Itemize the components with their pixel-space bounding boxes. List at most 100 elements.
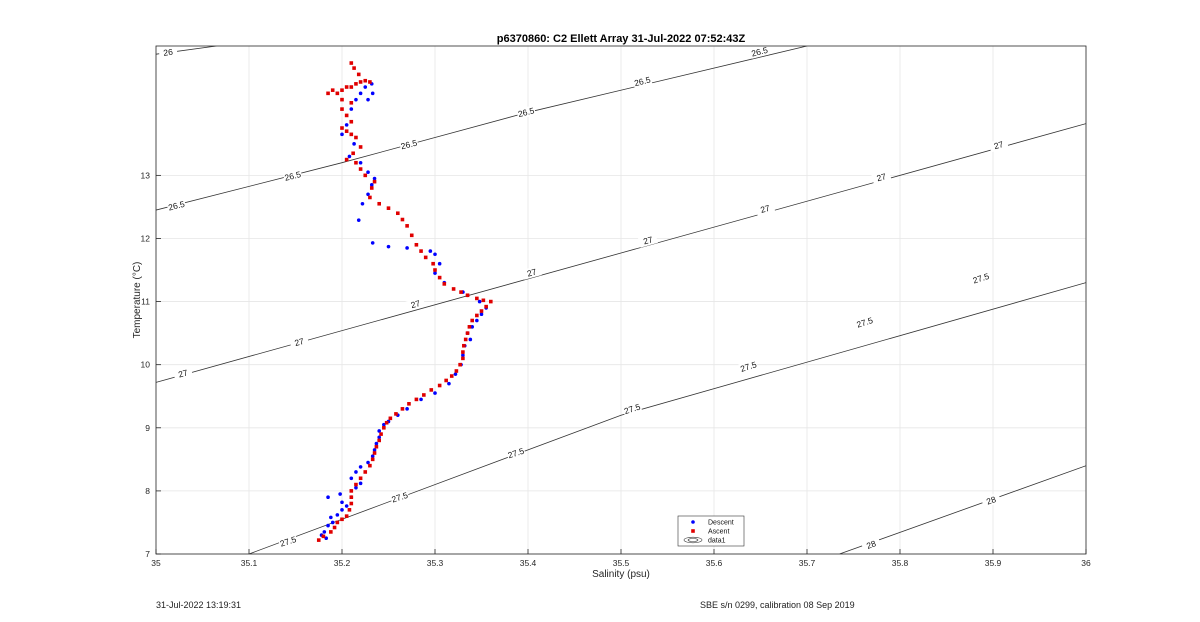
descent-point: [363, 85, 368, 89]
descent-point: [358, 465, 363, 469]
contour-label: 27.5: [390, 490, 409, 505]
ascent-point: [396, 211, 400, 216]
descent-point: [447, 381, 451, 386]
descent-point: [374, 441, 379, 446]
descent-point: [386, 244, 391, 249]
descent-point: [340, 132, 344, 137]
contour-label: 27.5: [739, 359, 758, 374]
descent-point: [405, 407, 409, 411]
descent-point: [354, 485, 358, 490]
descent-point: [468, 337, 473, 342]
contour-label: 28: [985, 494, 998, 507]
ascent-point: [461, 350, 465, 354]
ascent-point: [388, 416, 393, 421]
x-tick-label: 35.4: [520, 558, 537, 568]
y-tick-label: 11: [141, 297, 150, 307]
ascent-point: [332, 525, 337, 530]
ascent-point: [358, 145, 363, 149]
descent-point: [335, 513, 340, 517]
x-axis-label: Salinity (psu): [592, 569, 650, 580]
contour-label-bg: [516, 105, 537, 120]
descent-point: [358, 91, 363, 96]
ascent-point: [349, 132, 354, 137]
descent-point: [349, 107, 354, 111]
ascent-point: [340, 517, 344, 522]
descent-point: [330, 520, 335, 525]
ascent-point: [407, 402, 411, 406]
contour-label: 26.5: [283, 169, 302, 183]
ascent-point: [363, 78, 368, 83]
density-contour: [156, 123, 1086, 383]
descent-point: [340, 500, 344, 505]
ascent-point: [351, 151, 355, 156]
contour-label: 26.5: [517, 105, 536, 119]
contour-label: 27: [993, 139, 1005, 151]
ascent-point: [386, 206, 391, 210]
descent-point: [344, 504, 349, 508]
ascent-point: [349, 119, 354, 124]
ascent-point: [467, 325, 472, 329]
ascent-point: [429, 388, 434, 392]
ascent-point: [409, 233, 414, 238]
descent-point: [356, 218, 361, 222]
ascent-point: [379, 432, 383, 436]
contour-label-bg: [282, 168, 303, 184]
contour-label-bg: [172, 366, 193, 381]
ascent-point: [344, 113, 349, 118]
ascent-point: [419, 249, 423, 253]
contour-label-bg: [970, 270, 992, 286]
ascent-point: [458, 362, 462, 367]
contour-label: 27.5: [279, 534, 298, 549]
ascent-point: [349, 489, 354, 493]
descent-point: [370, 454, 375, 458]
contour-label-bg: [738, 359, 759, 375]
ascent-point: [462, 343, 466, 348]
legend-data1-marker-inner: [687, 538, 699, 542]
ascent-point: [481, 298, 486, 303]
legend-descent-label: Descent: [708, 520, 734, 527]
x-tick-label: 35.8: [892, 558, 909, 568]
ascent-point: [400, 217, 405, 222]
contour-label-bg: [854, 314, 875, 330]
ascent-point: [370, 457, 375, 462]
grid-layer: [155, 46, 1087, 555]
contour-label: 27.5: [506, 446, 525, 461]
x-tick-label: 35: [151, 558, 161, 568]
contour-label-bg: [861, 536, 882, 553]
ascent-point: [405, 224, 409, 228]
ascent-point: [465, 331, 470, 335]
ascent-point: [433, 268, 437, 272]
chart-title: p6370860: C2 Ellett Array 31-Jul-2022 07…: [497, 33, 746, 45]
x-tick-label: 35.3: [427, 558, 444, 568]
contour-label: 27: [526, 266, 538, 278]
ascent-point: [382, 425, 386, 430]
ascent-point: [326, 91, 330, 96]
ascent-point: [423, 255, 428, 260]
tick-layer: 35 35.1 35.2 35.3 35.4 35.5 35.6 35.7 35.8 35.9 36…: [141, 170, 1091, 568]
ascent-point: [431, 261, 435, 266]
ascent-point: [368, 463, 372, 468]
descent-point: [358, 160, 363, 165]
descent-point: [354, 470, 358, 474]
descent-point: [340, 508, 344, 512]
legend-ascent-label: Ascent: [708, 529, 729, 536]
descent-point: [419, 397, 423, 402]
descent-point: [370, 241, 375, 245]
ascent-point: [363, 470, 368, 474]
x-tick-label: 35.9: [985, 558, 1002, 568]
y-tick-label: 7: [145, 549, 150, 559]
points-layer: [316, 61, 493, 542]
x-tick-label: 36: [1081, 558, 1091, 568]
x-tick-label: 35.2: [334, 558, 351, 568]
ascent-point: [354, 82, 358, 86]
ascent-point: [354, 482, 358, 487]
descent-point: [477, 299, 482, 304]
legend-data1-marker: [683, 536, 703, 544]
ascent-point: [374, 444, 379, 449]
descent-point: [461, 353, 465, 358]
ascent-point: [340, 88, 344, 92]
ascent-point: [358, 80, 363, 84]
ascent-point: [463, 337, 468, 342]
ascent-point: [449, 374, 454, 378]
ascent-point: [451, 287, 456, 291]
